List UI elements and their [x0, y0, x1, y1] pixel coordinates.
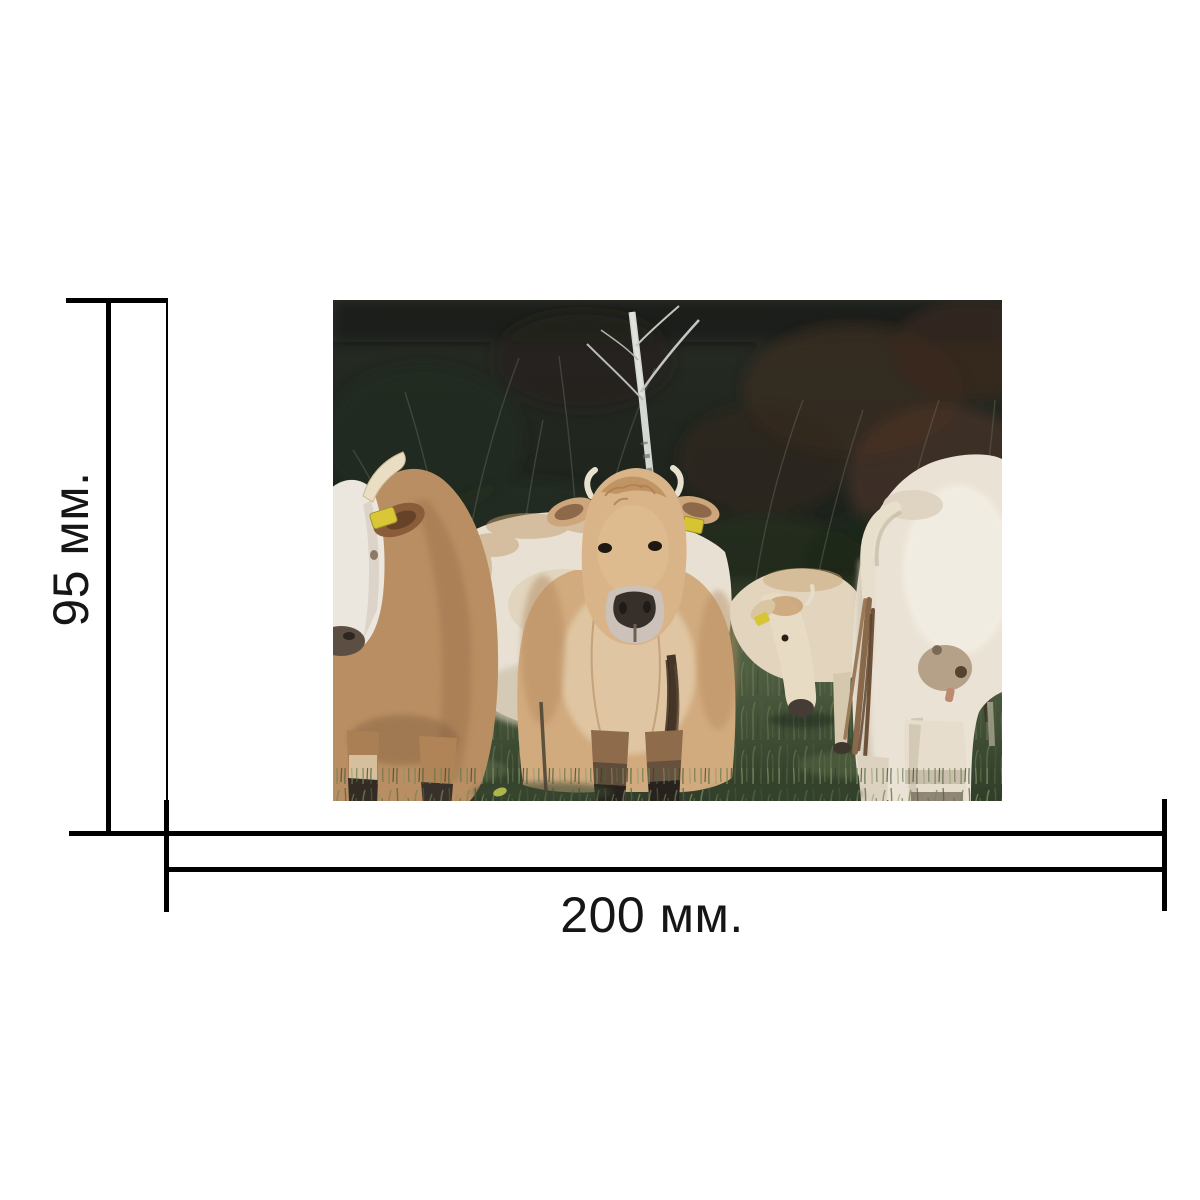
width-dimension-right-tick [1162, 799, 1167, 911]
height-dimension-label: 95 мм. [43, 471, 99, 627]
fence-stick [539, 701, 548, 793]
product-photo [333, 300, 1002, 801]
width-dimension-label: 200 мм. [560, 887, 744, 943]
cow-grazing [730, 568, 870, 754]
birch-tree [586, 305, 700, 483]
height-dimension-bottom-tick [69, 831, 1167, 836]
cow-herd-photo [333, 300, 1002, 801]
left-cow-horn [362, 451, 406, 503]
left-cow-muzzle [333, 626, 365, 656]
height-dimension-line [106, 298, 111, 836]
extension-line [166, 300, 168, 801]
grass-foreground [333, 701, 1002, 801]
left-cow-ear-tag [369, 506, 398, 530]
grazing-cow-ear-tag [754, 612, 770, 626]
width-dimension-left-tick [164, 800, 169, 912]
height-dimension-top-tick [66, 298, 168, 303]
width-dimension-line [164, 867, 1167, 872]
center-cow-nose [613, 591, 656, 629]
cow-center [517, 465, 738, 801]
grazing-cow-muzzle [788, 699, 814, 717]
cow-left [333, 451, 499, 801]
